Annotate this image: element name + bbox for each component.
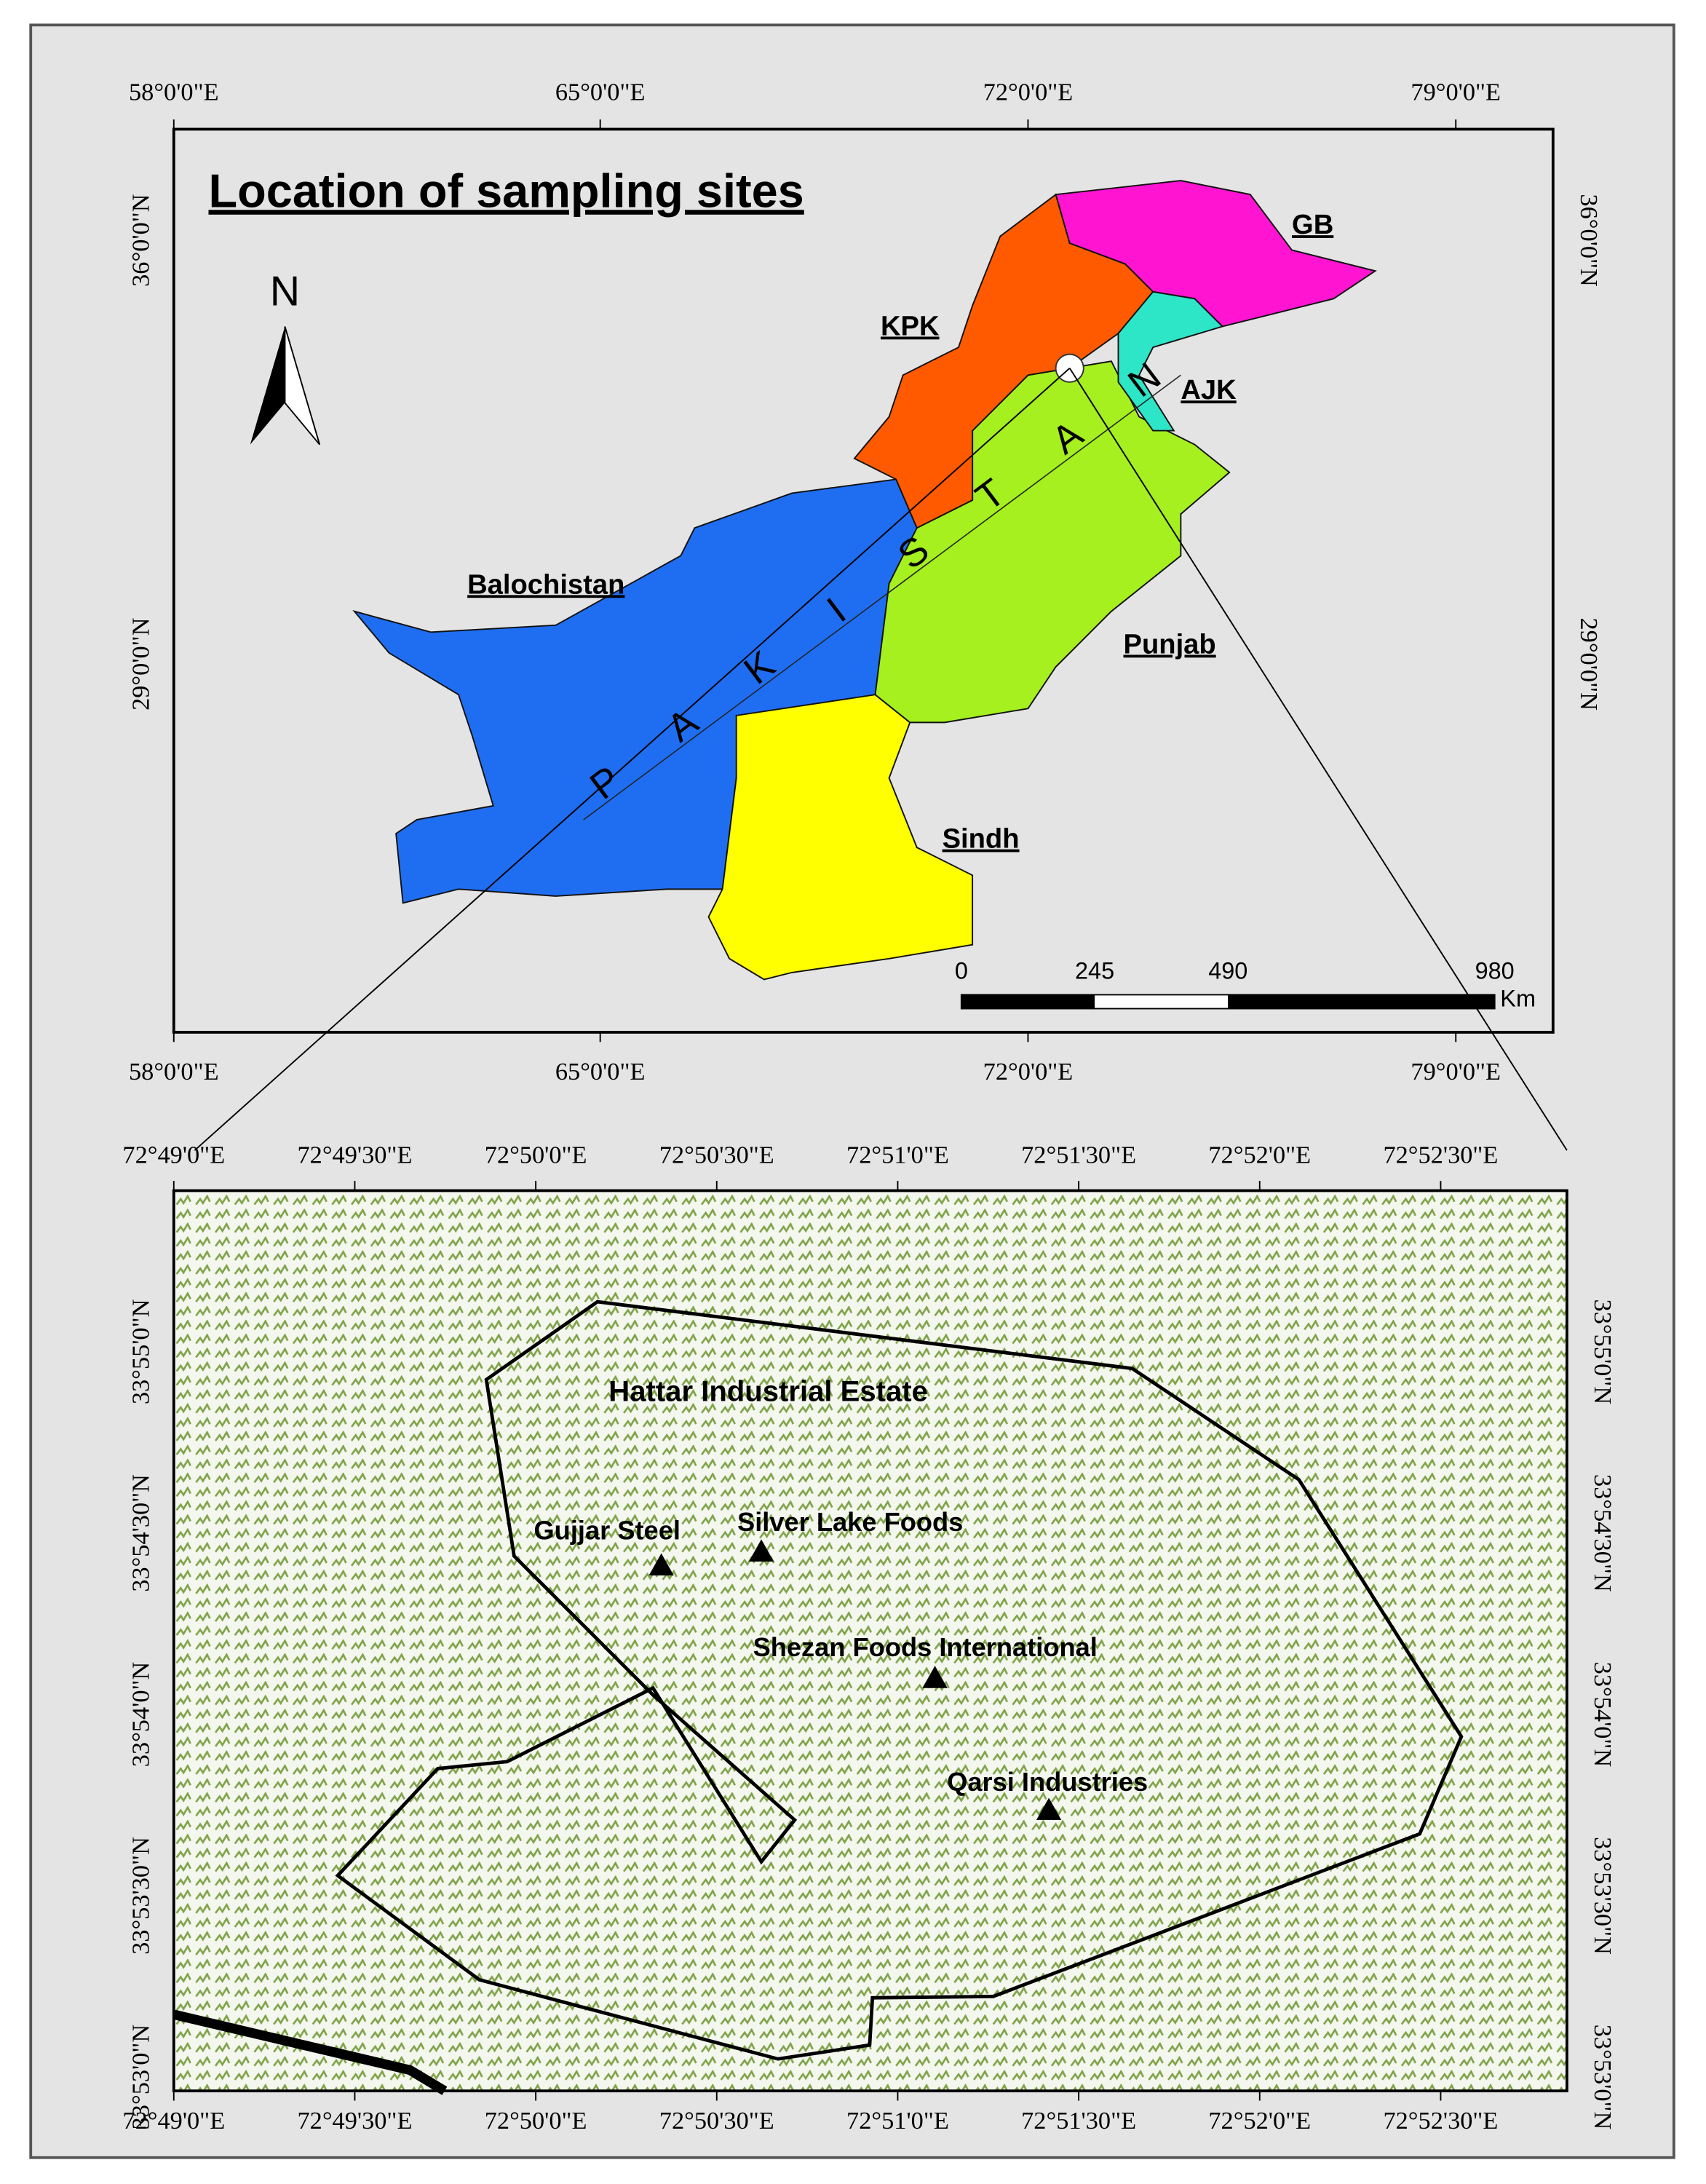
lon-label: 58°0'0"E — [129, 1058, 219, 1085]
lat-label: 33°54'0"N — [1589, 1662, 1616, 1768]
lat-label: 29°0'0"N — [127, 617, 155, 711]
lon-label: 72°49'30"E — [297, 2107, 412, 2134]
site-label: Shezan Foods International — [753, 1632, 1098, 1662]
ajk-shape — [1117, 290, 1224, 432]
zoom-line — [1068, 368, 1568, 1151]
lon-label: 72°52'30"E — [1383, 2107, 1498, 2134]
lon-label: 72°50'0"E — [485, 1142, 587, 1169]
region-label: AJK — [1181, 374, 1237, 405]
north-label: N — [270, 269, 300, 315]
lat-label: 36°0'0"N — [1575, 194, 1603, 287]
sindh-shape — [707, 694, 974, 981]
scale-label: 980 — [1475, 957, 1515, 984]
lat-label: 33°54'0"N — [127, 1661, 155, 1767]
scale-label: 0 — [955, 957, 968, 984]
lat-label: 29°0'0"N — [1575, 617, 1603, 711]
site-frame — [172, 1189, 1568, 2093]
region-label: GB — [1292, 209, 1333, 240]
scale-label: 490 — [1208, 957, 1247, 984]
lon-label: 72°52'0"E — [1208, 1142, 1311, 1169]
scale-segment — [961, 994, 1095, 1009]
lon-label: 72°51'0"E — [846, 1142, 949, 1169]
region-label: Balochistan — [467, 569, 624, 600]
gb-shape — [1055, 180, 1377, 328]
lat-label: 33°55'0"N — [127, 1299, 155, 1404]
lon-label: 65°0'0"E — [555, 1058, 646, 1085]
zoom-line — [194, 368, 1071, 1151]
country-axis — [583, 374, 1181, 820]
provinces — [352, 180, 1377, 981]
lon-label: 72°51'30"E — [1021, 1142, 1136, 1169]
estate-label: Hattar Industrial Estate — [608, 1376, 928, 1408]
scale-unit: Km — [1500, 986, 1536, 1012]
lat-label: 33°55'0"N — [1589, 1299, 1616, 1405]
inset-title: Location of sampling sites — [209, 164, 804, 217]
north-arrow — [284, 326, 321, 446]
region-label: KPK — [881, 310, 940, 341]
lat-label: 33°53'0"N — [1589, 2025, 1616, 2130]
lat-label: 36°0'0"N — [127, 194, 155, 287]
region-label: Punjab — [1124, 628, 1216, 660]
lat-label: 33°54'30"N — [1589, 1474, 1616, 1592]
scale-label: 245 — [1075, 957, 1114, 984]
site-marker — [922, 1666, 948, 1688]
lon-label: 72°50'30"E — [659, 1142, 774, 1169]
lon-label: 72°50'0"E — [485, 2107, 587, 2134]
lon-label: 72°51'0"E — [846, 2107, 949, 2134]
lon-label: 72°49'30"E — [297, 1142, 412, 1169]
lat-label: 33°53'30"N — [1589, 1837, 1616, 1955]
road — [172, 2009, 448, 2095]
lon-label: 79°0'0"E — [1411, 1058, 1501, 1085]
lon-label: 58°0'0"E — [129, 79, 219, 106]
site-marker — [748, 1539, 774, 1562]
lon-label: 79°0'0"E — [1411, 79, 1501, 106]
lon-label: 72°50'30"E — [659, 2107, 774, 2134]
scale-segment — [1228, 994, 1495, 1009]
estate-boundary — [335, 1299, 1464, 2061]
lon-label: 72°51'30"E — [1021, 2107, 1136, 2134]
lat-label: 33°53'30"N — [127, 1837, 155, 1955]
lon-label: 72°0'0"E — [983, 79, 1074, 106]
lon-label: 72°52'30"E — [1383, 1142, 1498, 1169]
site-marker — [648, 1553, 674, 1576]
lon-label: 65°0'0"E — [555, 79, 646, 106]
site-label: Qarsi Industries — [947, 1767, 1148, 1797]
lon-label: 72°0'0"E — [983, 1058, 1074, 1085]
lat-label: 33°53'0"N — [127, 2025, 155, 2130]
site-marker — [1036, 1797, 1062, 1820]
region-label: Sindh — [943, 823, 1020, 855]
site-label: Gujjar Steel — [533, 1516, 680, 1546]
lat-label: 33°54'30"N — [127, 1474, 155, 1592]
lon-label: 72°49'0"E — [122, 2107, 225, 2134]
lon-label: 72°52'0"E — [1208, 2107, 1311, 2134]
site-label: Silver Lake Foods — [737, 1507, 963, 1537]
lon-label: 72°49'0"E — [122, 1142, 225, 1169]
